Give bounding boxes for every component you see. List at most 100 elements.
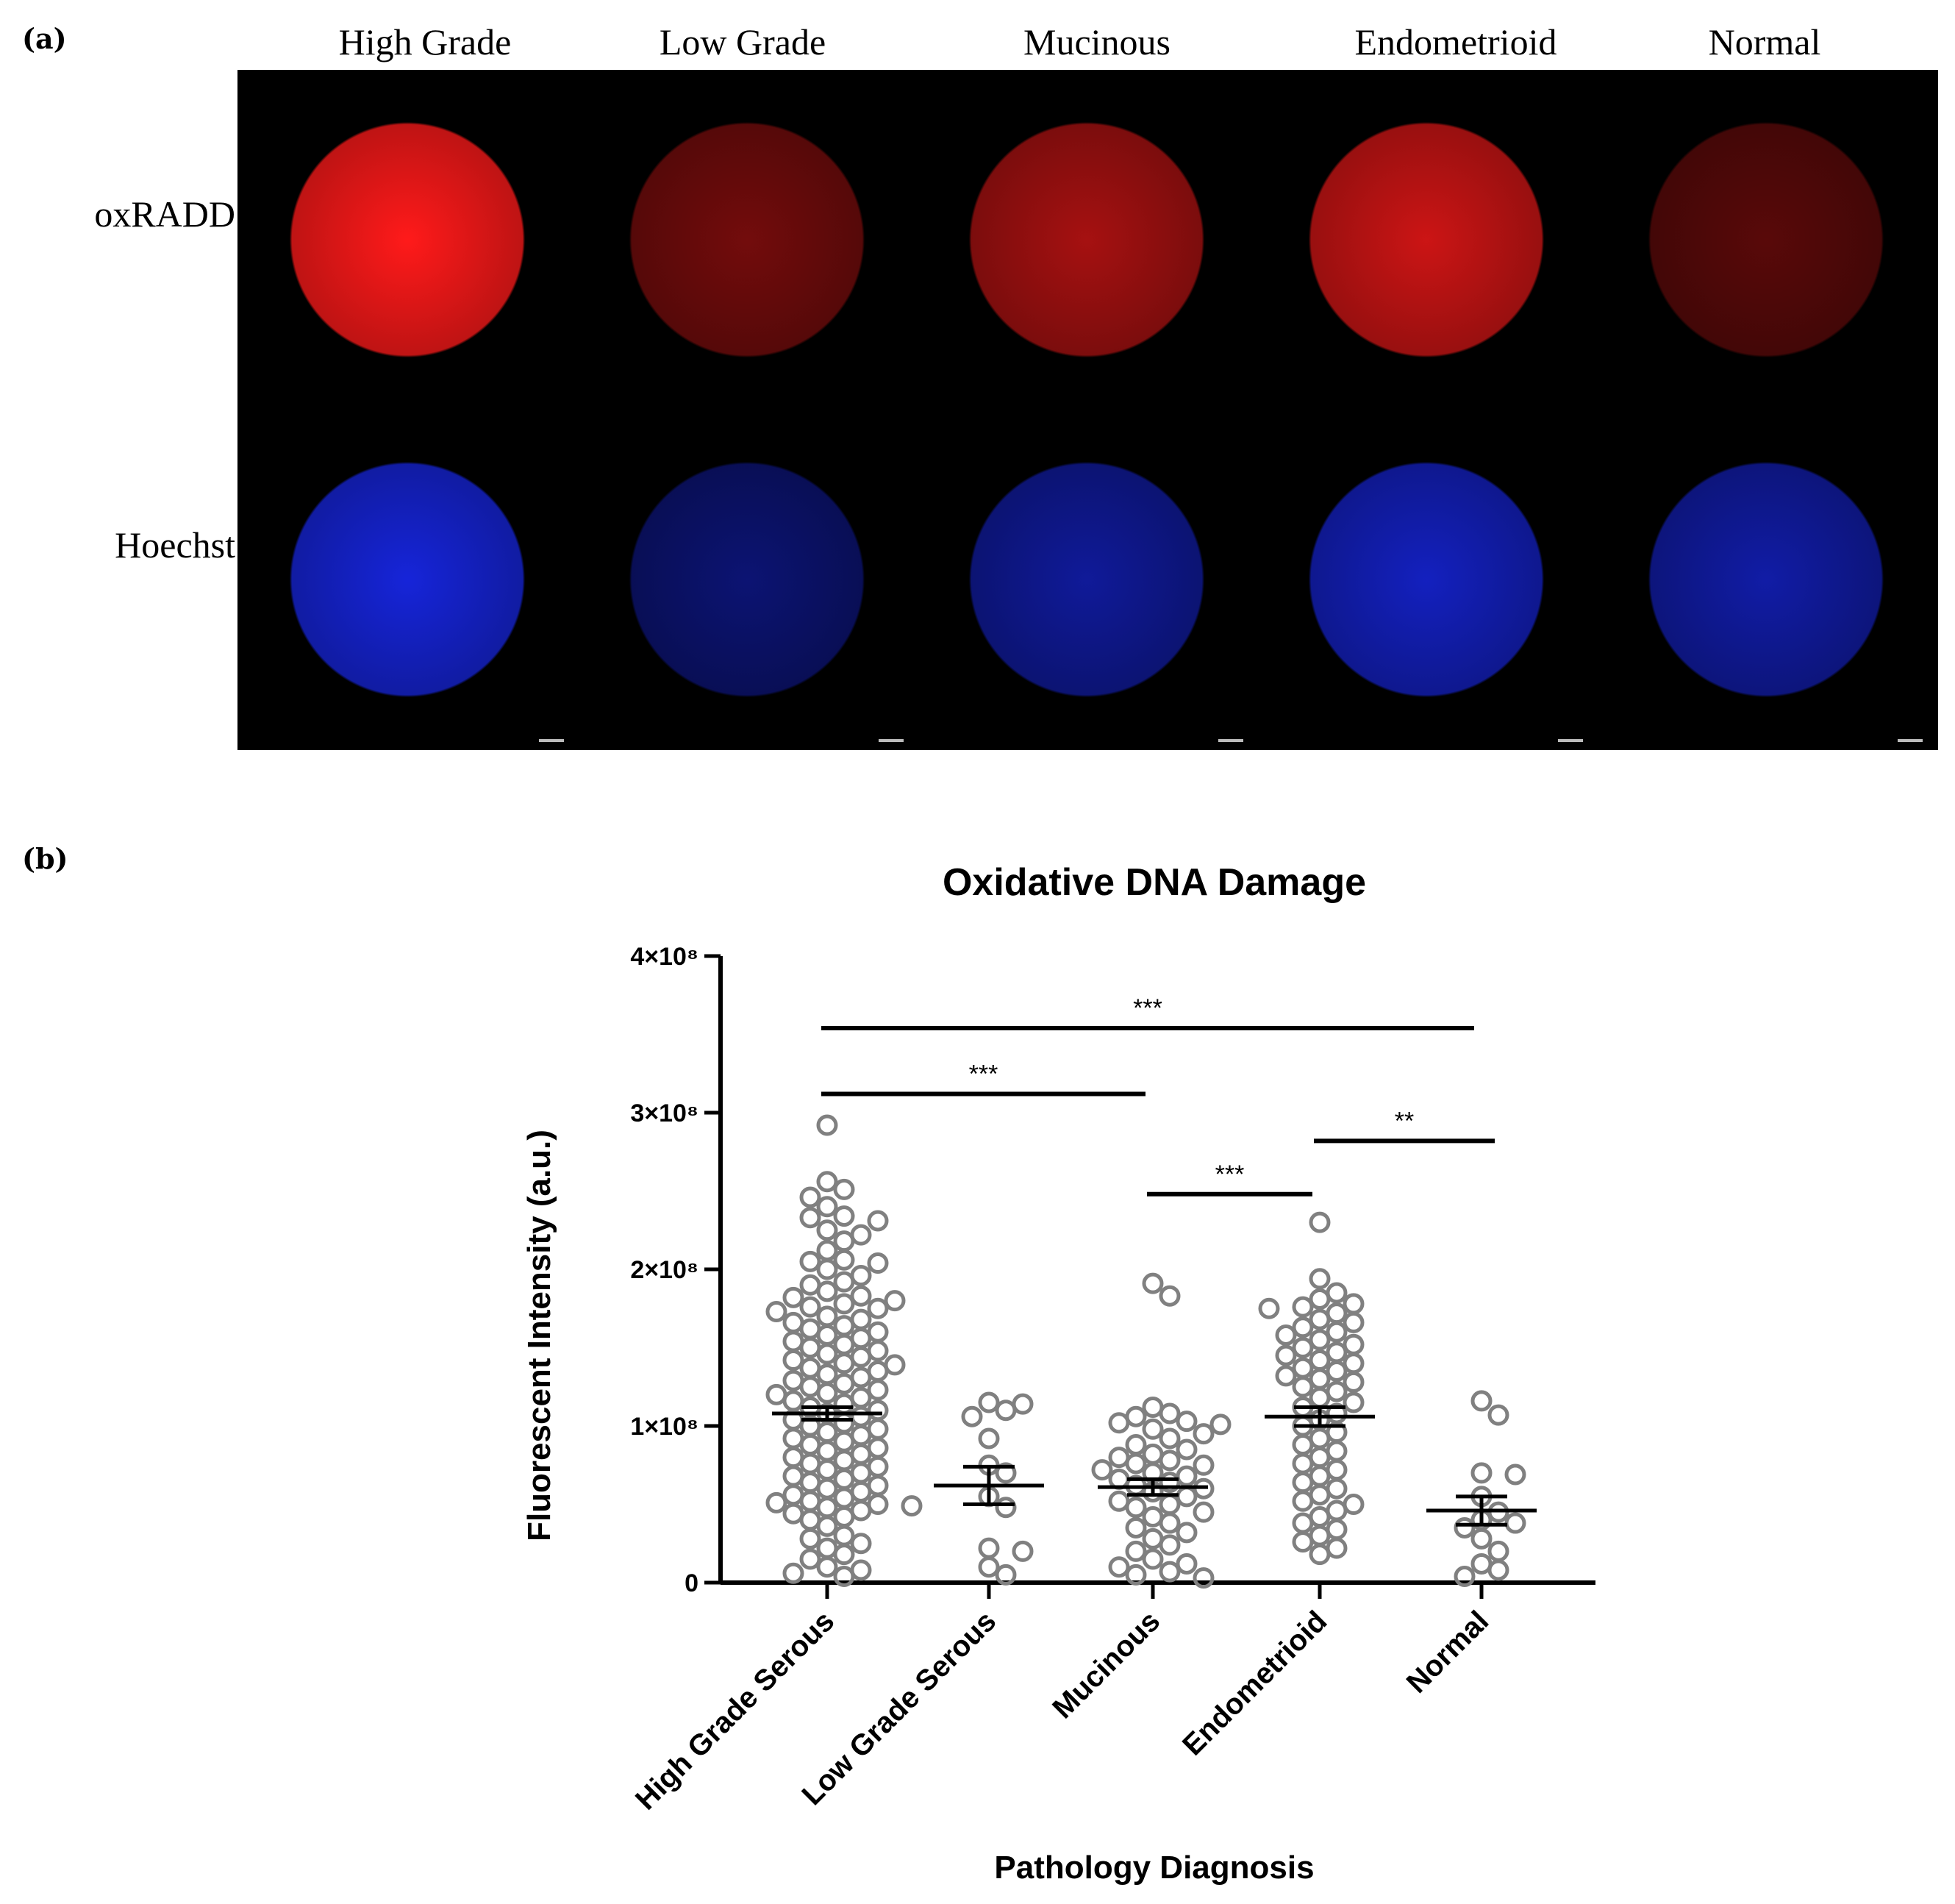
data-point [1309,1368,1331,1390]
scale-bar [879,739,904,742]
data-point [1454,1516,1476,1538]
data-point [1209,1413,1232,1436]
significance-label: *** [1133,994,1162,1022]
y-axis-title: Fluorescent Intensity (a.u.) [521,1130,557,1541]
data-point [1309,1387,1331,1409]
data-point [995,1462,1017,1484]
microscopy-grid [237,70,1938,750]
data-point [782,1311,804,1333]
data-point [1258,1297,1280,1319]
data-point [833,1293,855,1315]
data-point [816,1363,838,1386]
data-point [850,1308,872,1330]
panel-b-label: (b) [22,842,68,875]
data-point [850,1425,872,1447]
data-point [782,1349,804,1372]
data-point [1108,1412,1130,1434]
data-point [867,1379,889,1401]
data-point [833,1372,855,1394]
data-point [1176,1552,1198,1575]
data-point [799,1527,821,1550]
data-point [765,1491,787,1513]
data-point [833,1468,855,1490]
data-point [1292,1452,1314,1475]
data-point [1309,1308,1331,1330]
data-point [850,1224,872,1246]
y-tick-label: 4×10⁸ [630,943,698,971]
data-point [1343,1311,1365,1333]
data-point [1470,1462,1493,1484]
data-point [799,1452,821,1475]
data-point [1343,1352,1365,1374]
data-point [1159,1512,1181,1534]
data-point [816,1440,838,1462]
x-category-label: Mucinous [1046,1605,1166,1725]
data-point [1275,1365,1297,1387]
data-point [1326,1360,1348,1382]
data-point [850,1387,872,1409]
data-point [782,1484,804,1506]
data-point [1275,1344,1297,1366]
data-point [1142,1396,1164,1418]
data-point [816,1343,838,1365]
data-point [1142,1527,1164,1550]
data-point [995,1400,1017,1422]
data-point [833,1271,855,1293]
data-point [1487,1404,1509,1426]
data-point [816,1497,838,1519]
data-point [1292,1490,1314,1512]
data-point [816,1171,838,1193]
data-point [1309,1349,1331,1372]
data-point [1470,1390,1493,1412]
data-point [901,1495,923,1517]
data-point [1125,1497,1147,1519]
data-point [867,1340,889,1362]
data-point [1504,1512,1526,1534]
row-label-hoechst: Hoechst [115,524,235,566]
data-point [867,1252,889,1274]
data-point [867,1297,889,1319]
data-point [1326,1500,1348,1522]
data-point [1292,1376,1314,1398]
data-point [1159,1402,1181,1425]
column-label-endometrioid: Endometrioid [1354,21,1557,63]
data-point [1326,1321,1348,1343]
data-point [1159,1561,1181,1583]
data-point [765,1301,787,1323]
data-point [1309,1268,1331,1290]
data-point [1343,1494,1365,1515]
data-point [816,1219,838,1241]
data-point [867,1321,889,1343]
row-label-oxradd: oxRADD [94,193,235,235]
data-point [833,1178,855,1200]
data-point [799,1548,821,1570]
data-point [782,1390,804,1412]
data-point [995,1564,1017,1586]
column-label-mucinous: Mucinous [1023,21,1171,63]
chart-title: Oxidative DNA Damage [942,861,1367,904]
data-point [1159,1494,1181,1515]
data-point [833,1506,855,1528]
data-point [1326,1459,1348,1481]
data-point [782,1562,804,1584]
data-point [799,1337,821,1358]
data-point [1193,1501,1215,1523]
data-point [1343,1333,1365,1355]
data-point [816,1422,838,1444]
data-point [850,1443,872,1465]
data-point [782,1502,804,1525]
data-point [799,1250,821,1272]
data-point [1326,1477,1348,1500]
data-point [1326,1537,1348,1559]
data-point [850,1462,872,1484]
data-point [816,1324,838,1346]
data-point [833,1352,855,1374]
data-point [1012,1540,1034,1562]
data-point [1343,1371,1365,1393]
data-point [1487,1559,1509,1581]
data-point [1292,1531,1314,1553]
data-point [816,1114,838,1136]
data-point [867,1437,889,1459]
tile-oxradd-high-grade [237,70,577,410]
data-point [799,1376,821,1398]
